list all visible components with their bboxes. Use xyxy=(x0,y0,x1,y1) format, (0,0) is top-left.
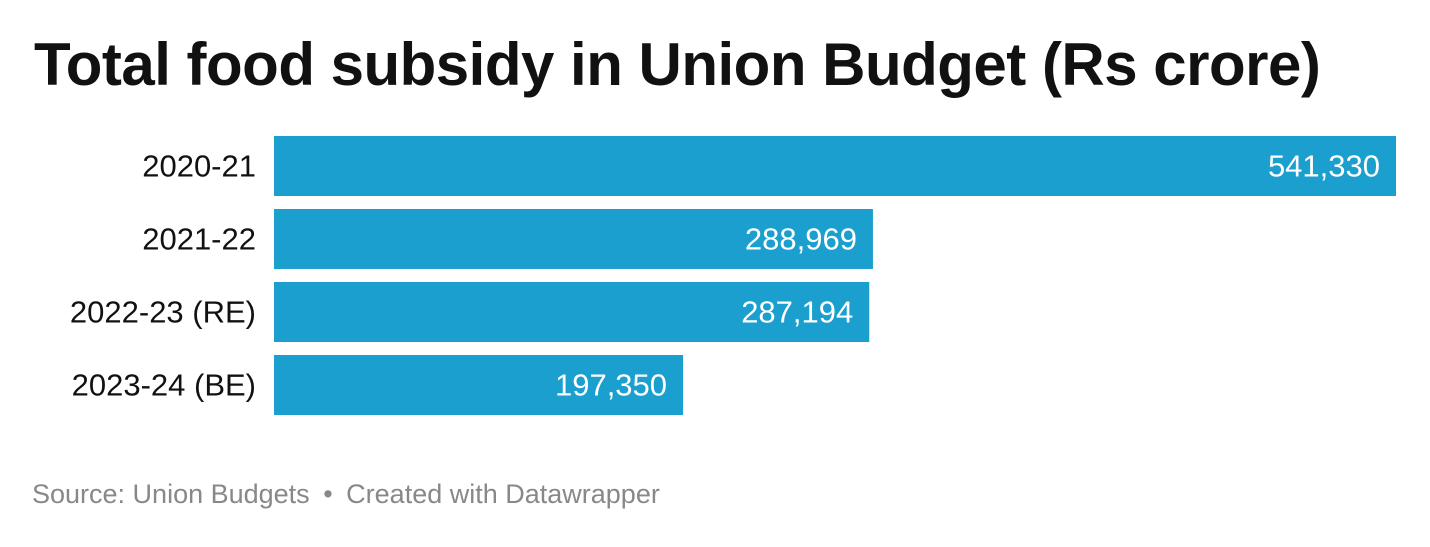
credit-note: Created with Datawrapper xyxy=(346,479,660,509)
bar-2 xyxy=(274,209,873,269)
bar-4 xyxy=(274,355,684,415)
source-note: Source: Union Budgets xyxy=(32,479,310,509)
value-label-3: 287,194 xyxy=(741,295,853,330)
category-label-4: 2023-24 (BE) xyxy=(72,368,256,403)
bar-1 xyxy=(274,136,1396,196)
bar-3 xyxy=(274,282,870,342)
category-label-1: 2020-21 xyxy=(142,149,256,184)
value-label-2: 288,969 xyxy=(745,222,857,257)
chart-title: Total food subsidy in Union Budget (Rs c… xyxy=(34,31,1321,98)
category-label-2: 2021-22 xyxy=(142,222,256,257)
value-label-4: 197,350 xyxy=(555,368,667,403)
category-label-3: 2022-23 (RE) xyxy=(70,295,256,330)
chart-footer: Source: Union Budgets • Created with Dat… xyxy=(32,479,660,510)
bar-chart: 2020-21 541,330 2021-22 288,969 2022-23 (RE)… xyxy=(70,136,1396,415)
value-label-1: 541,330 xyxy=(1268,149,1380,184)
footer-separator: • xyxy=(323,479,333,509)
